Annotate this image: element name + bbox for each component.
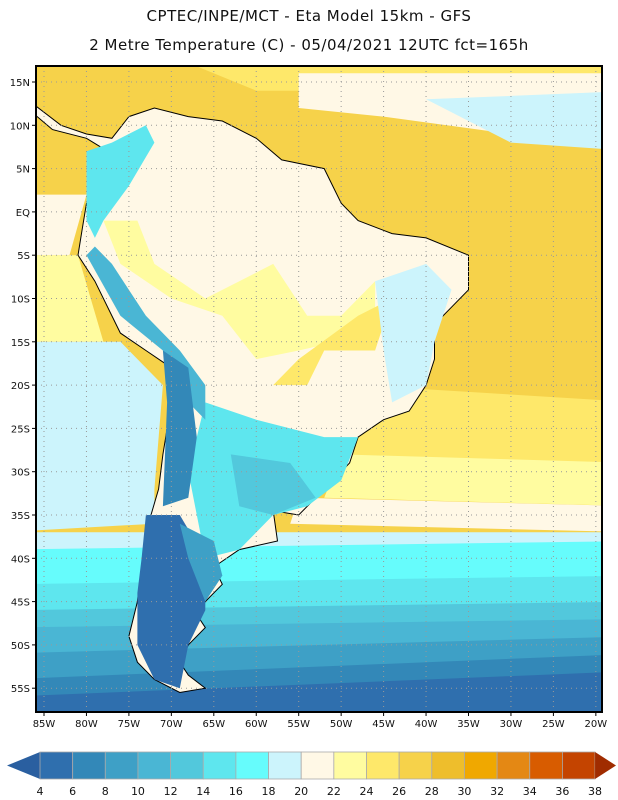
colorbar-level-label: 14 <box>196 785 210 798</box>
lat-label: 10S <box>11 295 30 306</box>
lon-label: 50W <box>330 719 353 730</box>
colorbar-over-arrow <box>595 752 616 779</box>
lat-label: 35S <box>11 511 30 522</box>
colorbar-level-label: 24 <box>360 785 374 798</box>
colorbar-swatch <box>300 751 335 780</box>
colorbar-swatch <box>72 751 106 780</box>
ocean-band <box>324 454 602 506</box>
lat-label: 20S <box>11 381 30 392</box>
lat-label: 5S <box>17 251 30 262</box>
colorbar-swatch <box>202 751 237 780</box>
lat-label: 25S <box>11 424 30 435</box>
colorbar-swatch <box>137 751 171 780</box>
lat-label: 10N <box>10 121 30 132</box>
longitude-axis: 85W 80W 75W 70W 65W 60W 55W 50W 45W 40W 35W 30W 25W 2… <box>33 712 608 730</box>
lat-label: 55S <box>11 684 30 695</box>
lon-label: 35W <box>457 719 480 730</box>
patagonia-east <box>179 523 223 602</box>
warm-region <box>103 220 376 360</box>
colorbar-level-label: 32 <box>490 785 504 798</box>
lon-label: 20W <box>585 719 608 730</box>
colorbar-swatch <box>235 751 269 780</box>
lat-label: EQ <box>16 208 30 219</box>
colorbar-swatch <box>496 751 531 780</box>
ocean-band <box>36 489 155 531</box>
colorbar-swatch <box>39 751 74 780</box>
colorbar-swatch <box>562 751 596 780</box>
colorbar-swatch <box>431 751 465 780</box>
colorbar-level-label: 28 <box>425 785 439 798</box>
lon-label: 70W <box>160 719 183 730</box>
lon-label: 85W <box>33 719 56 730</box>
colorbar-level-label: 8 <box>102 785 109 798</box>
lon-label: 45W <box>372 719 395 730</box>
lon-label: 30W <box>500 719 523 730</box>
chart-title-source: CPTEC/INPE/MCT - Eta Model 15km - GFS <box>146 7 472 25</box>
colorbar-level-label: 20 <box>294 785 308 798</box>
lat-label: 30S <box>11 468 30 479</box>
lon-label: 40W <box>415 719 438 730</box>
ocean-band <box>426 92 602 149</box>
lat-label: 40S <box>11 554 30 565</box>
colorbar-swatch <box>333 751 367 780</box>
lat-label: 50S <box>11 641 30 652</box>
colorbar-swatch <box>268 751 302 780</box>
colorbar-level-label: 22 <box>327 785 341 798</box>
lat-label: 15N <box>10 78 30 89</box>
mild-region <box>375 263 452 403</box>
warm-region <box>273 298 393 386</box>
colorbar-level-label: 38 <box>588 785 602 798</box>
colorbar-swatch <box>170 751 204 780</box>
colorbar-swatch <box>529 751 563 780</box>
chart-title-variable: 2 Metre Temperature (C) - 05/04/2021 12U… <box>89 36 529 54</box>
lat-label: 5N <box>16 165 30 176</box>
cool-region <box>230 454 316 515</box>
lon-label: 65W <box>202 719 225 730</box>
ocean-band <box>36 341 163 489</box>
colorbar-level-label: 30 <box>457 785 471 798</box>
ocean-band <box>36 672 602 712</box>
lat-label: 45S <box>11 598 30 609</box>
colorbar-swatch <box>366 751 400 780</box>
colorbar: 4 6 8 10 12 14 16 18 20 22 24 26 28 30 32 34 36 38 <box>7 751 616 798</box>
colorbar-level-label: 4 <box>37 785 44 798</box>
andes-north <box>86 125 155 238</box>
colorbar-level-label: 26 <box>392 785 406 798</box>
colorbar-level-label: 6 <box>69 785 76 798</box>
latitude-axis: 15N 10N 5N EQ 5S 10S 15S 20S 25S 30S 35S 40S 45S 50S 5… <box>10 78 36 695</box>
colorbar-level-label: 34 <box>523 785 537 798</box>
lon-label: 75W <box>118 719 141 730</box>
colorbar-level-label: 18 <box>262 785 276 798</box>
ocean-band <box>36 255 104 342</box>
map-frame <box>35 65 603 713</box>
lon-label: 25W <box>542 719 565 730</box>
colorbar-level-label: 16 <box>229 785 243 798</box>
ocean-band <box>36 194 87 256</box>
lon-label: 60W <box>245 719 268 730</box>
lon-label: 80W <box>75 719 98 730</box>
colorbar-level-label: 10 <box>131 785 145 798</box>
colorbar-swatch <box>104 751 139 780</box>
colorbar-under-arrow <box>7 752 40 779</box>
colorbar-level-label: 12 <box>164 785 178 798</box>
lon-label: 55W <box>287 719 310 730</box>
lat-label: 15S <box>11 338 30 349</box>
colorbar-swatch <box>398 751 433 780</box>
colorbar-level-label: 36 <box>555 785 569 798</box>
colorbar-swatch <box>464 751 498 780</box>
andes-altiplano <box>162 350 197 507</box>
